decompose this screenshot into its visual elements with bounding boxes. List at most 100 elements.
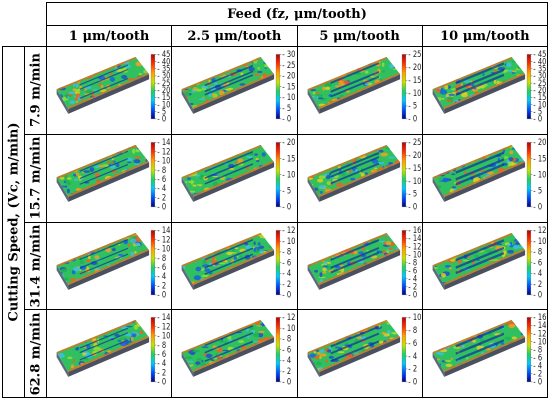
texture-speck (110, 197, 115, 201)
tool-mark-stripe (455, 251, 504, 274)
surface-side (68, 249, 150, 290)
texture-speck (144, 317, 147, 319)
texture-speck (381, 360, 387, 365)
texture-speck (339, 58, 347, 63)
texture-speck (57, 149, 65, 153)
texture-speck (263, 190, 269, 196)
texture-speck (348, 238, 354, 242)
texture-speck (436, 247, 443, 250)
colorbar-tick-label: - 5 (408, 101, 417, 111)
texture-speck (201, 247, 205, 250)
texture-speck (322, 335, 325, 340)
texture-speck (86, 63, 91, 68)
surface-side (443, 74, 525, 114)
colorbar-tick-label: - 25 (157, 78, 170, 88)
texture-speck (348, 373, 353, 375)
texture-speck (391, 175, 397, 180)
tool-mark-stripe (204, 74, 254, 96)
texture-speck (77, 336, 85, 340)
column-header-feed-4: 10 μm/tooth (421, 25, 549, 47)
tool-mark-stripe (204, 325, 254, 347)
texture-speck (392, 150, 397, 155)
texture-speck (121, 107, 125, 109)
texture-speck (324, 359, 328, 363)
texture-speck (474, 144, 479, 147)
texture-speck (388, 285, 394, 286)
column-header-feed-2: 2.5 μm/tooth (171, 25, 298, 47)
texture-speck (215, 321, 224, 325)
texture-speck (328, 158, 333, 164)
texture-speck (442, 61, 450, 66)
texture-speck (355, 321, 362, 324)
texture-speck (320, 146, 325, 151)
texture-speck (342, 233, 349, 237)
texture-speck (519, 196, 522, 197)
texture-speck (182, 82, 185, 87)
texture-speck (516, 236, 523, 242)
colorbar-tick-label: - 16 (408, 225, 421, 235)
texture-speck (262, 87, 270, 92)
texture-speck (372, 95, 376, 98)
texture-speck (432, 154, 434, 157)
texture-speck (111, 60, 116, 63)
texture-speck (392, 346, 397, 351)
texture-speck (389, 177, 394, 182)
surface-side (68, 74, 150, 114)
texture-speck (501, 53, 508, 56)
colorbar-tick-label: - 6 (533, 353, 542, 363)
tool-mark-stripe (455, 238, 504, 261)
texture-speck (253, 181, 261, 184)
colorbar-tick-label: - 2 (157, 192, 166, 202)
texture-speck (376, 270, 385, 276)
texture-speck (64, 59, 71, 64)
texture-speck (315, 80, 320, 85)
texture-speck (497, 358, 501, 361)
texture-speck (332, 232, 338, 237)
texture-speck (394, 263, 398, 267)
texture-speck (267, 193, 270, 197)
texture-speck (432, 102, 434, 107)
tool-mark-stripe (79, 339, 129, 361)
texture-speck (66, 164, 70, 169)
texture-speck (307, 320, 310, 323)
texture-speck (65, 150, 72, 155)
colorbar-tick-label: - 4 (157, 359, 166, 369)
texture-speck (72, 325, 80, 330)
texture-speck (514, 355, 519, 359)
texture-speck (521, 282, 525, 285)
texture-speck (501, 270, 509, 273)
colorbar-tick-label: - 14 (157, 313, 170, 323)
texture-speck (504, 364, 511, 369)
tool-mark-stripe (330, 75, 379, 98)
colorbar-tick-label: - 16 (533, 313, 546, 323)
texture-speck (225, 144, 231, 147)
texture-speck (77, 155, 84, 160)
surface-side (56, 89, 69, 114)
tool-mark-stripe (79, 68, 129, 90)
texture-speck (311, 337, 319, 341)
tool-mark-stripe (330, 251, 379, 273)
texture-speck (200, 242, 208, 247)
texture-speck (469, 156, 474, 160)
texture-speck (435, 373, 438, 375)
tool-mark-stripe (79, 163, 129, 185)
colorbar (276, 317, 281, 383)
texture-speck (338, 236, 342, 241)
texture-speck (501, 271, 505, 276)
texture-speck (460, 240, 467, 242)
texture-speck (383, 281, 387, 285)
texture-speck (238, 279, 244, 283)
texture-speck (510, 353, 513, 356)
texture-speck (321, 266, 327, 272)
tool-mark-stripe (204, 246, 254, 269)
texture-speck (439, 89, 447, 95)
texture-speck (264, 269, 268, 274)
texture-speck (319, 238, 322, 242)
texture-speck (271, 62, 275, 65)
texture-speck (64, 232, 68, 236)
texture-speck (226, 192, 230, 195)
texture-speck (368, 267, 372, 270)
texture-speck (334, 70, 340, 76)
texture-speck (384, 351, 388, 356)
texture-speck (106, 283, 111, 285)
